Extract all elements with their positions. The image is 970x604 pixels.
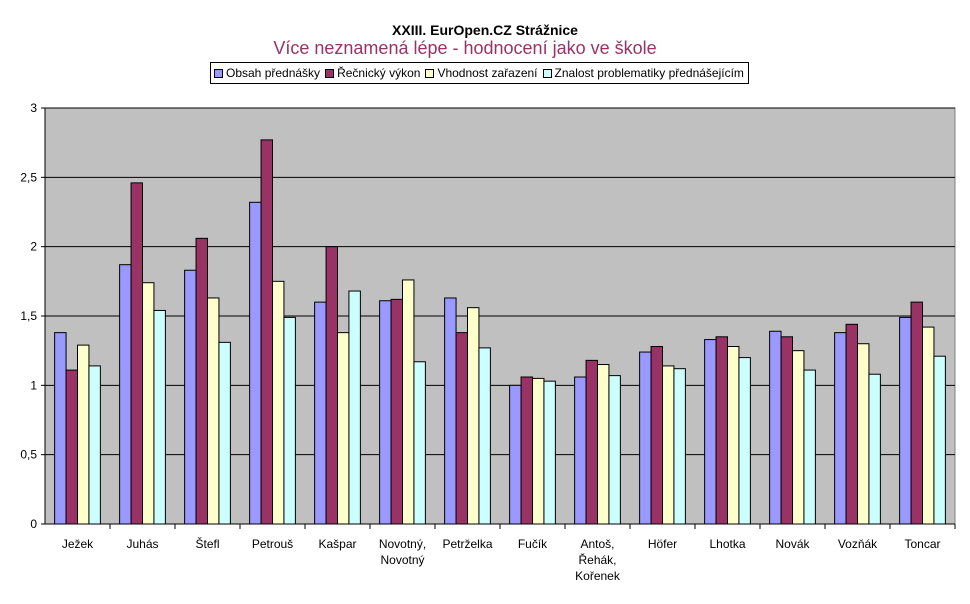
bar [455,332,468,525]
bar [379,300,392,525]
x-tick-label: Novák [775,537,810,551]
x-tick-label: Kašpar [318,537,356,551]
y-tick-label: 1,5 [20,309,37,323]
legend-swatch [425,68,435,78]
bar [834,332,847,525]
x-tick-label: Toncar [904,537,940,551]
bar [715,336,728,525]
bar [260,139,273,525]
bar [207,297,220,525]
bar [314,301,327,525]
bar [803,369,816,525]
bar [673,368,686,525]
y-tick-label: 0,5 [20,448,37,462]
legend: Obsah přednášky Řečnický výkon Vhodnost za… [210,62,749,84]
bar [608,375,621,525]
bar [478,347,491,525]
bar [390,298,403,525]
bar [402,279,415,525]
x-tick-label: Antoš, Řehák, Kořenek [575,537,621,583]
bar [910,301,923,525]
bar [704,339,717,525]
y-tick-label: 2 [30,240,37,254]
legend-label: Vhodnost zařazení [437,66,538,80]
bar [792,350,805,525]
bar [65,369,78,525]
bar [769,330,782,525]
legend-label: Řečnický výkon [337,66,421,80]
bar [868,373,881,525]
bar [520,376,533,525]
bar [119,264,132,525]
x-tick-label: Vozňák [838,537,878,551]
x-tick-label: Štefl [195,536,219,551]
bar [857,343,870,525]
bar [467,307,480,525]
bar [933,355,946,525]
legend-item: Vhodnost zařazení [425,66,538,80]
bar [218,341,231,525]
bar [738,357,751,525]
bar [283,316,296,525]
bar [899,316,912,525]
legend-label: Znalost problematiky přednášejícím [554,66,744,80]
bar [509,384,522,525]
bar [922,326,935,525]
x-tick-label: Petrouš [252,537,293,551]
y-tick-label: 2,5 [20,170,37,184]
bar [88,365,101,525]
legend-swatch [214,68,223,78]
y-tick-label: 0 [30,517,37,531]
bar [348,290,361,525]
x-tick-label: Petrželka [442,537,492,551]
bar [845,323,858,525]
x-tick-label: Fučík [518,537,548,551]
bar [597,364,610,525]
bar [325,246,338,525]
x-tick-label: Höfer [648,537,677,551]
bar [153,309,166,525]
legend-item: Znalost problematiky přednášejícím [542,66,744,80]
bar [727,346,740,525]
bar [532,377,545,525]
bar [337,332,350,525]
legend-swatch [325,68,335,78]
bar [662,365,675,525]
x-tick-label: Novotný, Novotný [379,537,426,567]
legend-item: Obsah přednášky [214,66,320,80]
bar [780,336,793,525]
bar [195,237,208,525]
bar [574,376,587,525]
bar [444,297,457,525]
y-tick-label: 1 [30,378,37,392]
x-tick-label: Juhás [126,537,158,551]
bar [272,280,285,525]
bar [54,332,67,525]
bar [543,380,556,525]
bar [585,359,598,525]
bar [413,361,426,525]
legend-item: Řečnický výkon [325,66,420,80]
x-tick-label: Ježek [62,537,94,551]
y-tick-label: 3 [30,101,37,115]
bar [184,269,197,525]
bar [639,351,652,525]
bar [249,201,262,525]
chart-title: XXIII. EurOpen.CZ Strážnice [392,22,578,38]
bar [650,346,663,525]
x-tick-label: Lhotka [709,537,745,551]
chart-subtitle: Více neznamená lépe - hodnocení jako ve … [273,38,657,58]
legend-label: Obsah přednášky [226,66,321,80]
legend-swatch [542,68,552,78]
bar [130,182,143,525]
bar [142,282,155,525]
bar [77,344,90,525]
